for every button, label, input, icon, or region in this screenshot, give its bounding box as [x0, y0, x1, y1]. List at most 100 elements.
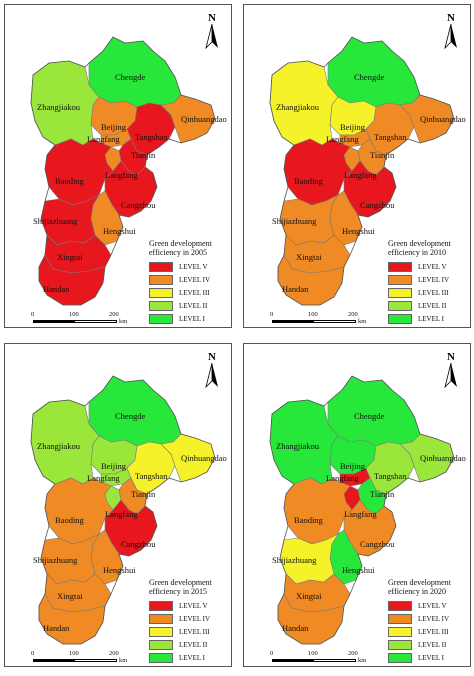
scale-unit: km: [358, 318, 367, 325]
legend-label: LEVEL II: [179, 301, 208, 310]
legend-label: LEVEL III: [179, 627, 210, 636]
legend: Green development efficiency in 2015 LEVEL…: [149, 578, 231, 664]
legend-label: LEVEL III: [418, 288, 449, 297]
city-label-chengde: Chengde: [354, 72, 385, 82]
scale-bar-fill: [33, 659, 75, 662]
province-map: [30, 375, 216, 645]
legend-title: Green development efficiency in 2020: [388, 578, 470, 596]
scale-bar: 0 100 200 km: [268, 311, 378, 325]
legend-label: LEVEL IV: [418, 275, 450, 284]
legend-label: LEVEL I: [418, 653, 444, 662]
legend-title: Green development efficiency in 2005: [149, 239, 231, 257]
legend-title-line1: Green development: [149, 239, 212, 248]
legend-label: LEVEL II: [418, 640, 447, 649]
scale-bar: 0 100 200 km: [29, 311, 139, 325]
north-label: N: [447, 12, 455, 24]
province-outline: [269, 36, 455, 306]
city-label-xingtai: Xingtai: [296, 591, 322, 601]
city-label-langfang2: Langfang: [344, 170, 377, 180]
north-arrow: N: [444, 352, 458, 394]
city-label-handan: Handan: [43, 623, 70, 633]
city-label-qinhuangdao: Qinhuangdao: [420, 453, 466, 463]
legend-title-line2: efficiency in 2005: [149, 248, 208, 257]
map-panel-2020: Chengde Zhangjiakou Beijing Langfang Tangsha…: [243, 343, 471, 667]
city-label-baoding: Baoding: [294, 515, 323, 525]
city-label-langfang: Langfang: [87, 134, 120, 144]
scale-tick-200: 200: [109, 650, 119, 657]
legend-item-level5: LEVEL V: [388, 599, 470, 612]
scale-tick-100: 100: [69, 650, 79, 657]
scale-unit: km: [358, 657, 367, 664]
city-label-beijing: Beijing: [101, 122, 127, 132]
legend-swatch: [149, 639, 173, 650]
legend-swatch: [149, 261, 173, 272]
legend-swatch: [149, 300, 173, 311]
legend-label: LEVEL V: [179, 601, 208, 610]
legend-swatch: [388, 613, 412, 624]
city-label-tianjin: Tianjin: [131, 489, 156, 499]
city-label-cangzhou: Cangzhou: [360, 200, 395, 210]
north-arrow-icon: [205, 362, 218, 389]
scale-bar-fill: [272, 659, 314, 662]
legend-swatch: [388, 287, 412, 298]
legend-swatch: [388, 261, 412, 272]
legend-swatch: [149, 274, 173, 285]
city-label-xingtai: Xingtai: [57, 591, 83, 601]
city-label-langfang: Langfang: [326, 473, 359, 483]
north-label: N: [208, 351, 216, 363]
city-label-langfang2: Langfang: [344, 509, 377, 519]
city-label-shijiazhuang: Shijiazhuang: [272, 555, 317, 565]
city-label-langfang2: Langfang: [105, 170, 138, 180]
city-label-tangshan: Tangshan: [135, 132, 168, 142]
legend-swatch: [149, 600, 173, 611]
legend-title-line2: efficiency in 2015: [149, 587, 208, 596]
legend-title-line1: Green development: [388, 578, 451, 587]
city-label-zhangjiakou: Zhangjiakou: [37, 102, 80, 112]
legend-item-level3: LEVEL III: [388, 625, 470, 638]
legend-title: Green development efficiency in 2010: [388, 239, 470, 257]
legend-item-level2: LEVEL II: [388, 299, 470, 312]
legend-label: LEVEL V: [418, 262, 447, 271]
north-arrow-icon: [205, 23, 218, 50]
city-label-beijing: Beijing: [101, 461, 127, 471]
legend-label: LEVEL V: [179, 262, 208, 271]
north-arrow-icon: [444, 23, 457, 50]
province-map: [30, 36, 216, 306]
map-panel-2015: Chengde Zhangjiakou Beijing Langfang Tangsha…: [4, 343, 232, 667]
province-map: [269, 375, 455, 645]
legend-swatch: [388, 313, 412, 324]
city-label-xingtai: Xingtai: [296, 252, 322, 262]
legend-item-level4: LEVEL IV: [388, 273, 470, 286]
city-label-cangzhou: Cangzhou: [360, 539, 395, 549]
city-label-qinhuangdao: Qinhuangdao: [420, 114, 466, 124]
city-label-cangzhou: Cangzhou: [121, 200, 156, 210]
scale-tick-200: 200: [348, 650, 358, 657]
city-label-cangzhou: Cangzhou: [121, 539, 156, 549]
legend-swatch: [388, 300, 412, 311]
city-label-hengshui: Hengshui: [103, 565, 136, 575]
legend-swatch: [388, 652, 412, 663]
legend-swatch: [149, 613, 173, 624]
legend-item-level3: LEVEL III: [388, 286, 470, 299]
city-label-handan: Handan: [282, 623, 309, 633]
legend-item-level1: LEVEL I: [149, 651, 231, 664]
legend-label: LEVEL IV: [179, 275, 211, 284]
province-outline: [30, 375, 216, 645]
legend-swatch: [388, 274, 412, 285]
north-arrow: N: [444, 13, 458, 55]
legend-title-line2: efficiency in 2020: [388, 587, 447, 596]
city-label-zhangjiakou: Zhangjiakou: [276, 441, 319, 451]
city-label-tangshan: Tangshan: [135, 471, 168, 481]
scale-tick-0: 0: [270, 650, 274, 657]
scale-unit: km: [119, 318, 128, 325]
legend-item-level1: LEVEL I: [388, 651, 470, 664]
legend: Green development efficiency in 2020 LEVEL…: [388, 578, 470, 664]
province-outline: [269, 375, 455, 645]
city-label-shijiazhuang: Shijiazhuang: [33, 555, 78, 565]
city-label-qinhuangdao: Qinhuangdao: [181, 114, 227, 124]
scale-bar: 0 100 200 km: [268, 650, 378, 664]
province-outline: [30, 36, 216, 306]
legend-item-level4: LEVEL IV: [149, 612, 231, 625]
legend-item-level2: LEVEL II: [149, 638, 231, 651]
scale-unit: km: [119, 657, 128, 664]
